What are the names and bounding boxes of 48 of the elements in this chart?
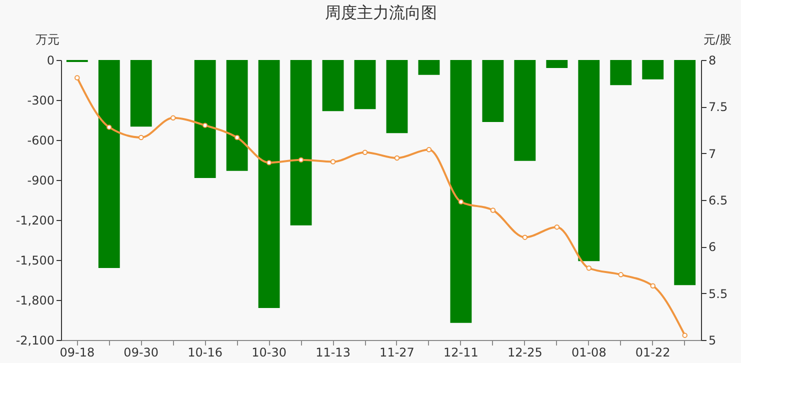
y-tick-label: -600 [27,134,54,148]
point [618,272,624,278]
point [170,115,176,120]
x-tick-label: 01-22 [635,346,670,360]
point [234,134,240,140]
x-tick-label: 01-08 [571,346,606,360]
point [490,208,496,213]
y2-axis-title: 元/股 [703,32,732,46]
chart-title: 周度主力流向图 [325,3,437,22]
y-tick-label: -1,500 [16,254,54,268]
point [650,283,656,288]
y2-tick-label: 6.5 [708,194,728,208]
x-tick-label: 11-13 [316,346,350,360]
point [298,157,304,162]
point [458,199,464,204]
point [138,134,144,140]
point [106,124,112,130]
y2-tick-label: 7.5 [708,100,728,114]
point [202,122,208,128]
point [74,75,80,80]
x-tick-label: 09-30 [124,346,159,360]
y-tick-label: -2,100 [16,334,54,348]
y-tick-label: 0 [46,54,54,68]
x-tick-label: 12-25 [507,346,542,360]
point [330,159,336,164]
x-tick-label: 09-18 [60,346,95,360]
point [394,155,400,161]
point [522,234,528,240]
point [266,160,272,166]
x-tick-label: 11-27 [380,346,414,360]
x-tick-label: 12-11 [444,346,478,360]
y2-tick-label: 5 [708,334,716,348]
y-tick-label: -900 [27,174,54,188]
y-tick-label: -1,200 [16,214,54,228]
point [426,146,432,152]
y-tick-label: -1,800 [16,294,54,308]
point [362,150,368,156]
point [586,266,592,271]
y-axis-title: 万元 [36,32,60,46]
y2-tick-label: 8 [708,54,716,68]
point [554,224,560,230]
point [682,332,688,338]
x-tick-label: 10-30 [252,346,286,360]
x-tick-label: 10-16 [188,346,223,360]
y-tick-label: -300 [27,94,54,108]
y2-tick-label: 7 [708,146,716,161]
y2-tick-label: 5.5 [708,286,728,301]
y2-tick-label: 6 [708,240,716,254]
